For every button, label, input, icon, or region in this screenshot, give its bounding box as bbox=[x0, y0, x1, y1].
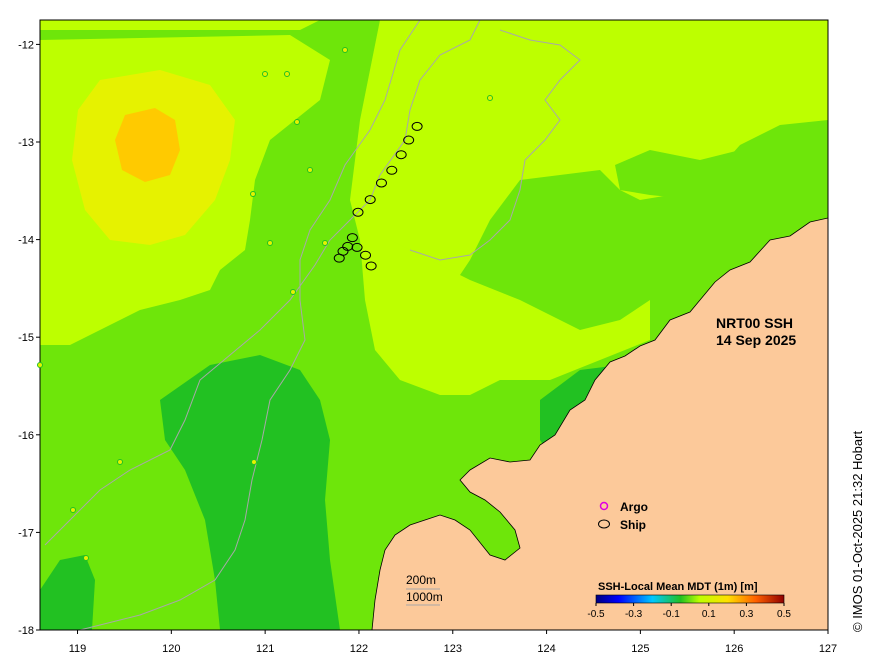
argo-marker bbox=[251, 459, 257, 465]
ssh-band-low-2 bbox=[40, 555, 95, 630]
colorbar-tick-label: -0.3 bbox=[625, 609, 643, 620]
ship-track bbox=[333, 121, 423, 271]
argo-marker bbox=[262, 71, 268, 77]
colorbar-scale bbox=[595, 594, 785, 604]
argo-marker bbox=[284, 71, 290, 77]
x-tick-label: 125 bbox=[631, 643, 649, 655]
credit-text: © IMOS 01-Oct-2025 21:32 Hobart bbox=[850, 431, 865, 632]
argo-marker bbox=[70, 507, 76, 513]
y-tick-label: -13 bbox=[18, 137, 34, 149]
ship-legend-label: Ship bbox=[620, 518, 646, 532]
argo-marker bbox=[294, 119, 300, 125]
depth-1000-label: 1000m bbox=[406, 590, 443, 604]
colorbar-ticks: -0.5 -0.3 -0.1 0.1 0.3 0.5 bbox=[587, 603, 791, 620]
ssh-band-high bbox=[115, 108, 180, 182]
depth-legend: 200m 1000m bbox=[406, 573, 443, 606]
ship-station-marker bbox=[403, 135, 415, 145]
land-mass bbox=[371, 217, 828, 630]
argo-marker bbox=[267, 240, 273, 246]
ship-station-marker bbox=[360, 250, 372, 260]
argo-legend-icon bbox=[599, 501, 609, 511]
depth-200-label: 200m bbox=[406, 573, 436, 587]
map-date: 14 Sep 2025 bbox=[716, 332, 796, 348]
y-tick-label: -17 bbox=[18, 527, 34, 539]
y-tick-label: -18 bbox=[18, 625, 34, 637]
y-tick-label: -12 bbox=[18, 39, 34, 51]
y-tick-label: -15 bbox=[18, 332, 34, 344]
ship-station-marker bbox=[365, 261, 377, 271]
argo-marker bbox=[290, 289, 296, 295]
plot-frame bbox=[39, 19, 829, 631]
colorbar-title: SSH-Local Mean MDT (1m) [m] bbox=[598, 581, 758, 593]
ship-station-marker bbox=[386, 165, 398, 175]
argo-marker bbox=[307, 167, 313, 173]
x-tick-label: 127 bbox=[819, 643, 837, 655]
ship-station-marker bbox=[395, 150, 407, 160]
argo-marker bbox=[117, 459, 123, 465]
argo-marker bbox=[487, 95, 493, 101]
ssh-band-mid-west bbox=[40, 20, 320, 30]
argo-legend-label: Argo bbox=[620, 500, 648, 514]
x-tick-label: 122 bbox=[350, 643, 368, 655]
y-tick-label: -16 bbox=[18, 430, 34, 442]
colorbar: SSH-Local Mean MDT (1m) [m] -0.5 -0.3 -0.1… bbox=[587, 581, 791, 620]
ssh-field bbox=[40, 20, 828, 630]
x-tick-label: 119 bbox=[69, 643, 87, 655]
argo-marker bbox=[322, 240, 328, 246]
argo-marker bbox=[342, 47, 348, 53]
ship-station-marker bbox=[364, 195, 376, 205]
x-axis: 119 120 121 122 123 124 125 126 127 bbox=[69, 630, 837, 655]
argo-marker bbox=[37, 362, 43, 368]
argo-marker bbox=[83, 555, 89, 561]
ssh-band-mid bbox=[350, 20, 828, 340]
argo-markers bbox=[37, 47, 493, 561]
ssh-band-low-3 bbox=[615, 140, 828, 215]
colorbar-tick-label: 0.3 bbox=[739, 609, 753, 620]
colorbar-tick-label: 0.5 bbox=[777, 609, 791, 620]
ship-station-marker bbox=[352, 207, 364, 217]
argo-marker bbox=[250, 191, 256, 197]
y-axis: -12 -13 -14 -15 -16 -17 -18 bbox=[18, 39, 40, 637]
depth-contour-200m-coast bbox=[409, 29, 581, 261]
colorbar-tick-label: 0.1 bbox=[702, 609, 716, 620]
map-title: NRT00 SSH bbox=[716, 315, 793, 331]
x-tick-label: 124 bbox=[537, 643, 555, 655]
depth-contour-200m bbox=[44, 20, 481, 546]
colorbar-tick-label: -0.1 bbox=[663, 609, 681, 620]
ship-legend-icon bbox=[598, 519, 610, 529]
ship-station-marker bbox=[375, 178, 387, 188]
marker-legend: Argo Ship bbox=[598, 500, 648, 532]
x-tick-label: 123 bbox=[444, 643, 462, 655]
y-tick-label: -14 bbox=[18, 235, 34, 247]
ssh-band-mid-east bbox=[360, 240, 650, 395]
ship-station-marker bbox=[351, 242, 363, 252]
ship-station-marker bbox=[333, 253, 345, 263]
x-tick-label: 120 bbox=[162, 643, 180, 655]
ship-station-marker bbox=[411, 121, 423, 131]
depth-contour-1000m bbox=[79, 20, 421, 630]
colorbar-tick-label: -0.5 bbox=[587, 609, 605, 620]
x-tick-label: 121 bbox=[256, 643, 274, 655]
ship-station-marker bbox=[346, 233, 358, 243]
x-tick-label: 126 bbox=[725, 643, 743, 655]
